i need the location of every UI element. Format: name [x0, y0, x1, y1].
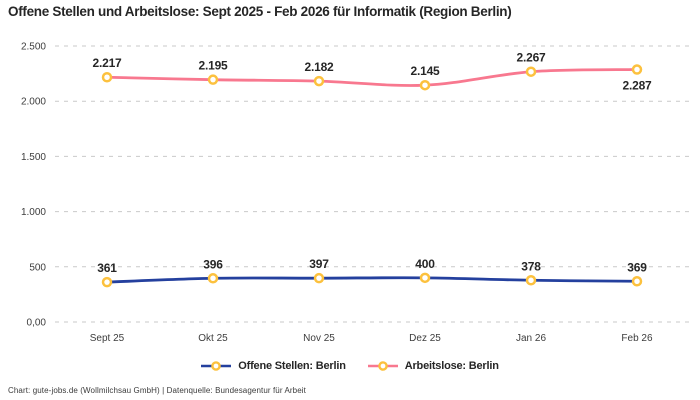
- data-point-marker[interactable]: [525, 66, 537, 77]
- data-point-marker[interactable]: [207, 273, 219, 284]
- x-axis-tick-label: Sept 25: [90, 333, 125, 344]
- y-axis-tick-label: 500: [29, 262, 46, 273]
- legend: Offene Stellen: Berlin Arbeitslose: Berl…: [0, 360, 700, 372]
- data-point-label: 397: [309, 257, 329, 271]
- legend-line-marker-icon: [201, 361, 232, 371]
- series-arbeitslose: 2.217 2.195 2.182 2.145 2.267 2.287: [92, 51, 652, 93]
- legend-line-marker-icon: [367, 361, 398, 371]
- x-axis-labels: Sept 25 Okt 25 Nov 25 Dez 25 Jan 26 Feb 26: [90, 333, 653, 344]
- data-point-label: 361: [97, 261, 117, 275]
- x-axis-tick-label: Feb 26: [621, 333, 653, 344]
- attribution: Chart: gute-jobs.de (Wollmilchsau GmbH) …: [8, 386, 306, 395]
- data-point-marker[interactable]: [101, 276, 113, 288]
- chart-title: Offene Stellen und Arbeitslose: Sept 202…: [8, 4, 512, 19]
- legend-item-offene-stellen[interactable]: Offene Stellen: Berlin: [201, 360, 346, 372]
- data-point-marker[interactable]: [525, 275, 537, 286]
- data-point-label: 2.217: [92, 56, 122, 70]
- series-line: [105, 276, 639, 284]
- data-point-marker[interactable]: [101, 71, 113, 83]
- x-axis-tick-label: Nov 25: [303, 333, 335, 344]
- data-point-label: 369: [627, 260, 647, 274]
- y-axis-tick-label: 0,00: [27, 318, 47, 329]
- data-point-marker[interactable]: [419, 272, 431, 284]
- x-axis-tick-label: Jan 26: [516, 333, 546, 344]
- y-axis-tick-label: 1.500: [21, 152, 46, 163]
- data-point-marker[interactable]: [419, 79, 431, 91]
- gridlines: 0,00 500 1.000 1.500 2.000 2.500: [21, 42, 691, 329]
- data-point-marker[interactable]: [631, 276, 643, 287]
- data-point-marker[interactable]: [207, 74, 219, 85]
- legend-item-arbeitslose[interactable]: Arbeitslose: Berlin: [367, 360, 499, 372]
- x-axis-tick-label: Okt 25: [198, 333, 228, 344]
- legend-label-offene-stellen: Offene Stellen: Berlin: [238, 360, 346, 372]
- data-point-label: 2.195: [198, 59, 228, 73]
- series-line: [105, 68, 639, 87]
- legend-label-arbeitslose: Arbeitslose: Berlin: [404, 360, 499, 372]
- data-point-marker[interactable]: [313, 75, 325, 87]
- y-axis-tick-label: 2.500: [21, 42, 46, 53]
- data-point-label: 2.182: [304, 60, 334, 74]
- y-axis-tick-label: 1.000: [21, 207, 46, 218]
- data-point-label: 400: [415, 257, 435, 271]
- y-axis-tick-label: 2.000: [21, 97, 46, 108]
- data-point-marker[interactable]: [313, 272, 325, 284]
- data-point-label: 2.287: [622, 79, 652, 93]
- series-offene-stellen: 361 396 397 400 378 369: [97, 257, 647, 288]
- data-point-label: 396: [203, 257, 223, 271]
- data-point-label: 378: [521, 259, 541, 273]
- data-point-marker[interactable]: [631, 64, 643, 75]
- data-point-label: 2.145: [410, 64, 440, 78]
- data-point-label: 2.267: [516, 51, 546, 65]
- x-axis-tick-label: Dez 25: [409, 333, 441, 344]
